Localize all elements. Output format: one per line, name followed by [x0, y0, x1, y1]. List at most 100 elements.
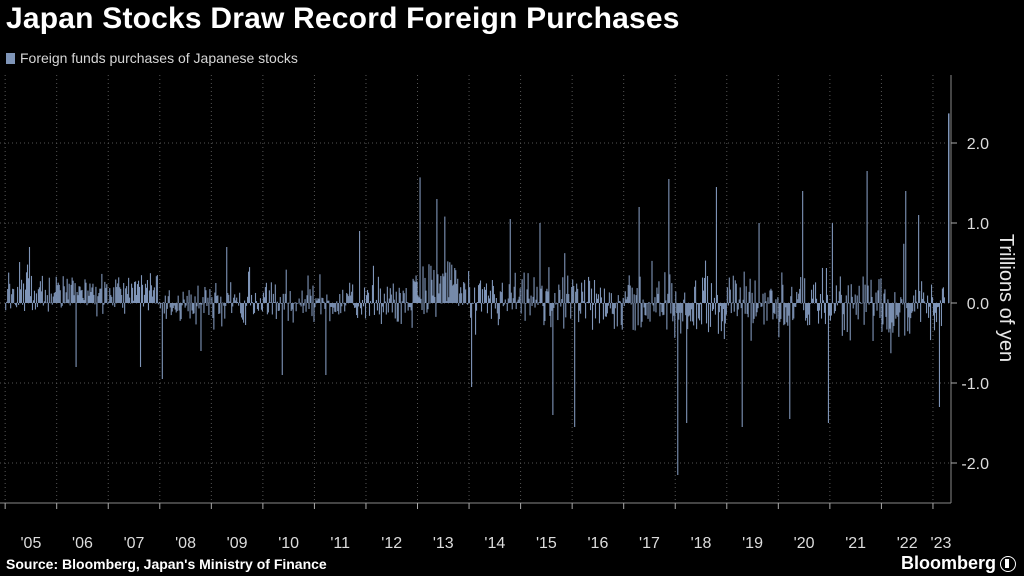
bar — [782, 284, 784, 303]
bar — [173, 303, 175, 306]
bar — [688, 303, 690, 317]
bar — [863, 303, 865, 325]
bar — [128, 277, 130, 303]
bar — [921, 281, 923, 303]
bar — [896, 303, 898, 315]
bar — [886, 303, 888, 330]
bar — [309, 289, 311, 303]
bar — [424, 277, 426, 303]
bar — [297, 302, 299, 304]
bar — [199, 303, 201, 305]
bar — [733, 303, 735, 312]
bar — [170, 303, 172, 316]
bar — [250, 294, 253, 303]
bar — [120, 288, 122, 303]
bar — [367, 292, 370, 303]
bar — [100, 288, 102, 303]
bar — [649, 303, 651, 322]
bloomberg-logo: Bloomberg — [901, 553, 1016, 574]
bar — [9, 283, 11, 303]
bar — [870, 279, 872, 303]
bar — [165, 303, 167, 319]
bar — [592, 303, 595, 305]
bar — [357, 303, 359, 318]
bar — [702, 290, 705, 303]
bar — [507, 298, 509, 303]
bar — [430, 265, 432, 303]
bar — [8, 272, 10, 303]
bar — [145, 287, 148, 303]
bar — [245, 303, 247, 326]
bar — [811, 289, 813, 303]
bar — [448, 297, 450, 303]
bar — [205, 290, 207, 303]
bar — [179, 303, 181, 321]
bar — [726, 287, 728, 303]
bar — [356, 303, 358, 316]
bar — [343, 303, 345, 304]
bar — [47, 303, 49, 312]
bar — [157, 303, 159, 305]
bar — [832, 302, 834, 304]
bar — [259, 298, 262, 303]
bar — [724, 303, 726, 324]
bar — [761, 303, 763, 307]
bar — [763, 303, 765, 325]
bar — [103, 303, 105, 305]
bar — [468, 271, 470, 303]
bar — [679, 303, 681, 313]
bar — [815, 298, 818, 303]
bar — [290, 303, 292, 311]
bar — [718, 303, 720, 313]
bar — [892, 303, 894, 333]
bar — [253, 303, 256, 313]
bar — [561, 299, 563, 303]
bar — [940, 303, 942, 327]
bar — [589, 303, 592, 311]
bar — [233, 297, 235, 303]
bar — [32, 300, 35, 303]
bar — [150, 285, 152, 303]
bar — [806, 303, 808, 318]
bar — [579, 303, 581, 311]
bar — [16, 303, 18, 308]
bar — [606, 303, 608, 314]
bar — [850, 284, 852, 303]
bar — [882, 303, 884, 325]
bar — [41, 275, 43, 303]
bar — [163, 303, 165, 314]
bar — [439, 283, 441, 303]
bar — [97, 296, 99, 303]
bar — [911, 303, 913, 313]
bar — [667, 293, 669, 303]
bar — [614, 303, 616, 309]
bar — [83, 300, 85, 303]
x-tick-label: '14 — [484, 535, 505, 550]
bar — [20, 289, 22, 303]
bar — [668, 179, 670, 303]
bar — [572, 279, 574, 303]
bar — [805, 303, 807, 321]
bar — [809, 303, 811, 325]
bar — [778, 303, 780, 338]
bar — [378, 303, 380, 315]
bar — [390, 294, 392, 303]
bar — [167, 296, 169, 303]
bar — [682, 303, 684, 322]
bar — [521, 279, 523, 303]
bar — [836, 303, 838, 306]
brand-label: Bloomberg — [900, 553, 996, 573]
bar — [643, 303, 645, 308]
bar — [830, 303, 832, 316]
bar — [864, 284, 866, 303]
bar — [132, 287, 134, 303]
bar — [674, 303, 676, 338]
bar — [429, 302, 431, 304]
bar — [588, 276, 590, 303]
bar — [136, 284, 139, 303]
bar — [879, 303, 881, 319]
bar — [655, 303, 657, 313]
bar — [514, 272, 516, 303]
bar — [22, 303, 24, 305]
bar — [594, 303, 597, 319]
